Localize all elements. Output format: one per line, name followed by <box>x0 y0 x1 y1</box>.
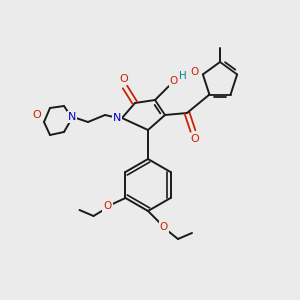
Text: O: O <box>191 68 199 77</box>
Text: N: N <box>68 112 76 122</box>
Text: N: N <box>113 113 121 123</box>
Text: O: O <box>103 201 112 211</box>
Text: O: O <box>120 74 128 84</box>
Text: H: H <box>179 71 187 81</box>
Text: O: O <box>33 110 41 120</box>
Text: O: O <box>160 222 168 232</box>
Text: O: O <box>190 134 200 144</box>
Text: O: O <box>170 76 178 86</box>
